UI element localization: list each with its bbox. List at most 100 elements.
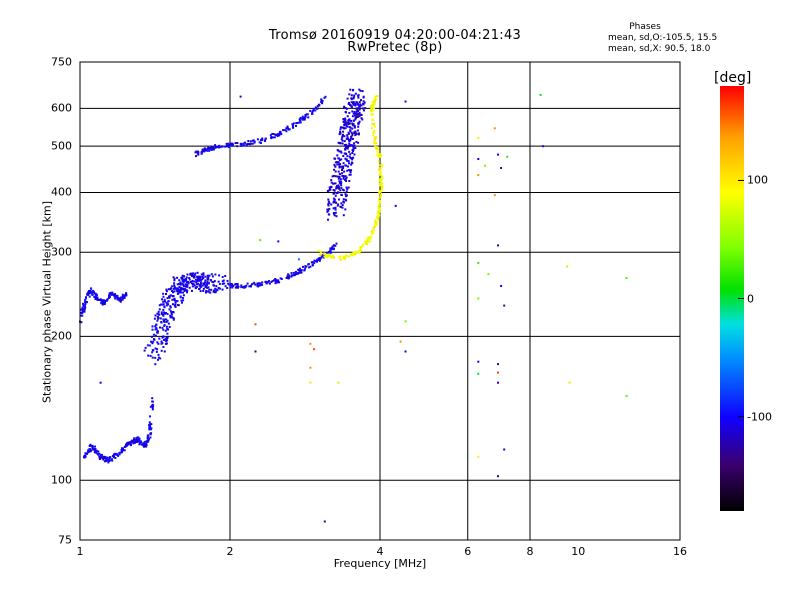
echo-point: [162, 328, 165, 331]
echo-point: [303, 117, 306, 120]
echo-point: [354, 147, 357, 149]
echo-point: [146, 441, 149, 443]
echo-point: [195, 155, 197, 158]
echo-point: [380, 177, 383, 180]
echo-point: [349, 139, 352, 142]
echo-point: [185, 285, 187, 288]
echo-point: [123, 294, 126, 297]
echo-point: [106, 456, 109, 459]
echo-point: [251, 139, 254, 142]
echo-point: [116, 298, 119, 301]
echo-point: [342, 106, 345, 109]
echo-point: [360, 104, 363, 107]
echo-point: [341, 188, 344, 191]
echo-point: [151, 342, 154, 345]
echo-point: [321, 102, 324, 105]
echo-point: [380, 189, 383, 192]
echo-point: [319, 250, 322, 253]
echo-point: [292, 122, 295, 125]
echo-point: [320, 253, 323, 256]
echo-point: [152, 333, 155, 336]
echo-point: [133, 442, 136, 444]
y-tick-label: 300: [51, 245, 72, 259]
echo-point: [379, 178, 381, 181]
echo-point: [373, 124, 376, 127]
scatter-point: [477, 455, 480, 458]
echo-point: [379, 194, 382, 197]
echo-point: [354, 130, 357, 133]
scatter-point: [477, 261, 480, 264]
echo-point: [312, 108, 315, 111]
echo-point: [151, 400, 154, 403]
echo-point: [103, 302, 105, 305]
echo-point: [327, 209, 330, 212]
echo-point: [91, 448, 94, 451]
echo-point: [320, 101, 323, 103]
echo-point: [370, 104, 373, 107]
echo-point: [144, 443, 147, 445]
echo-point: [156, 315, 159, 318]
echo-point: [285, 127, 288, 130]
echo-point: [372, 227, 375, 229]
echo-point: [181, 277, 184, 280]
echo-point: [157, 342, 160, 345]
echo-point: [140, 443, 143, 446]
echo-point: [122, 449, 125, 452]
echo-point: [377, 198, 380, 201]
echo-point: [205, 283, 208, 286]
echo-point: [184, 289, 187, 292]
scatter-point: [259, 239, 262, 242]
echo-point: [332, 189, 335, 191]
echo-point: [344, 117, 347, 120]
echo-point: [184, 283, 187, 286]
echo-point: [350, 144, 353, 147]
echo-point: [168, 295, 170, 298]
echo-point: [265, 280, 267, 283]
echo-point: [376, 149, 379, 152]
echo-point: [139, 442, 141, 445]
echo-point: [353, 253, 356, 256]
echo-point: [309, 265, 312, 268]
echo-point: [304, 267, 307, 270]
echo-point: [129, 441, 132, 444]
echo-point: [350, 252, 353, 255]
echo-point: [334, 157, 337, 160]
echo-point: [201, 284, 204, 287]
echo-point: [377, 216, 380, 218]
echo-point: [95, 295, 98, 298]
echo-point: [245, 143, 248, 146]
scatter-point: [399, 340, 402, 343]
echo-point: [166, 336, 169, 339]
echo-point: [357, 141, 360, 144]
echo-point: [178, 279, 181, 282]
echo-point: [148, 428, 151, 431]
echo-point: [301, 118, 304, 121]
echo-point: [353, 146, 356, 149]
echo-point: [149, 415, 151, 418]
phases-x-stats: mean, sd,X: 90.5, 18.0: [608, 44, 711, 54]
echo-point: [175, 289, 178, 292]
echo-point: [173, 304, 176, 307]
echo-point: [378, 168, 381, 171]
echo-point: [319, 253, 321, 256]
echo-point: [207, 147, 209, 150]
echo-point: [224, 285, 227, 288]
echo-point: [273, 136, 276, 139]
scatter-point: [404, 320, 407, 323]
scatter-point: [309, 381, 312, 384]
echo-point: [131, 439, 134, 442]
echo-point: [226, 142, 229, 145]
echo-point: [353, 110, 356, 113]
echo-point: [378, 182, 381, 185]
echo-point: [111, 458, 113, 461]
echo-point: [358, 88, 361, 91]
echo-point: [350, 98, 353, 101]
echo-point: [205, 148, 208, 151]
echo-point: [186, 291, 188, 294]
echo-point: [355, 107, 358, 110]
echo-point: [351, 152, 354, 154]
echo-point: [361, 118, 364, 121]
echo-point: [125, 443, 127, 446]
echo-point: [150, 340, 153, 343]
echo-point: [163, 339, 166, 341]
